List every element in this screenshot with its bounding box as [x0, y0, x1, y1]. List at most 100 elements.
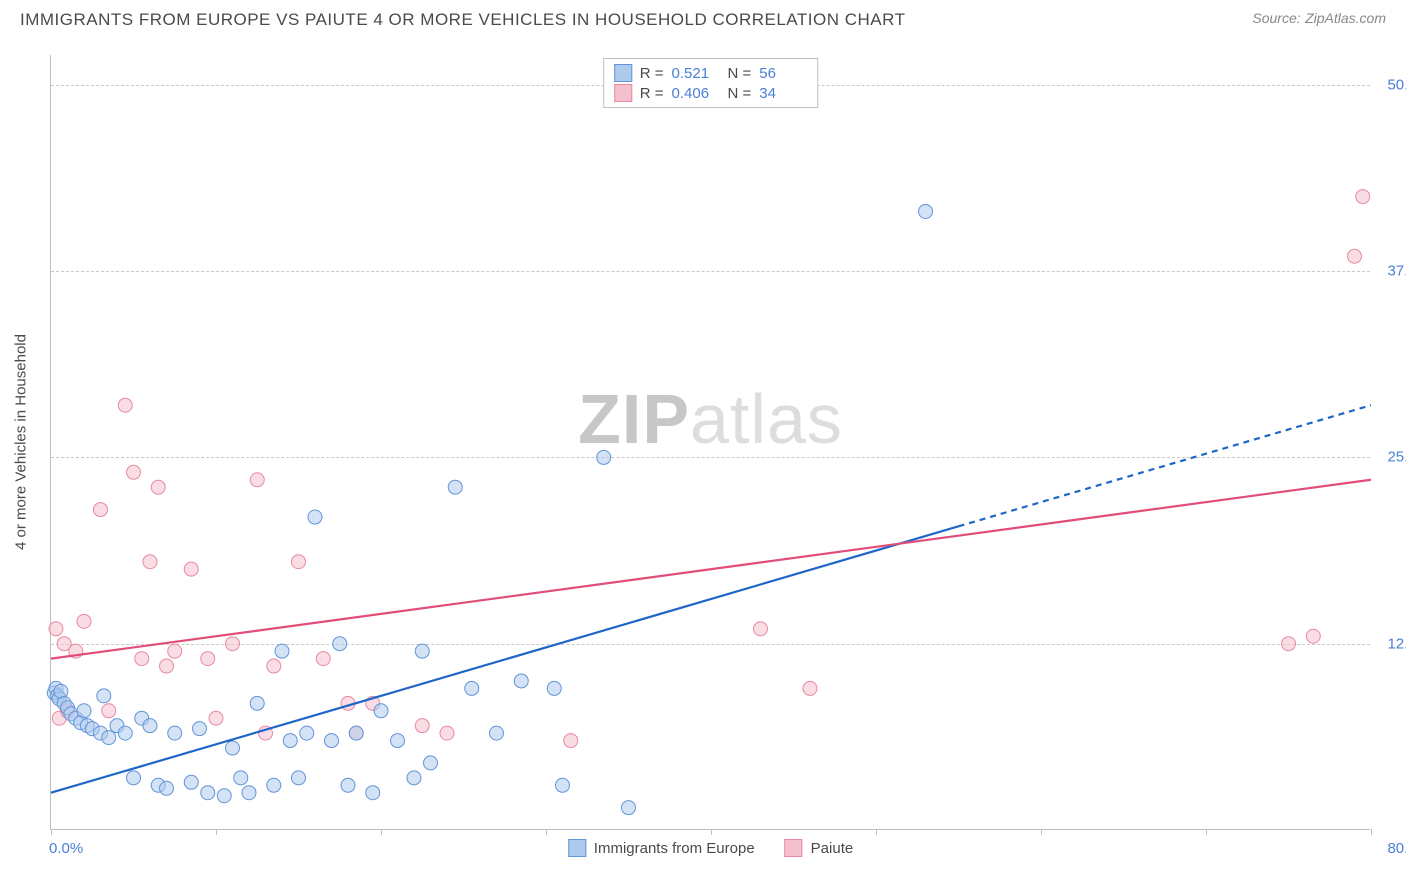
data-point	[754, 622, 768, 636]
data-point	[168, 644, 182, 658]
data-point	[803, 681, 817, 695]
page-title: IMMIGRANTS FROM EUROPE VS PAIUTE 4 OR MO…	[20, 10, 905, 30]
legend-swatch-paiute	[785, 839, 803, 857]
data-point	[448, 480, 462, 494]
n-label: N =	[728, 85, 752, 102]
data-point	[267, 778, 281, 792]
data-point	[151, 480, 165, 494]
data-point	[349, 726, 363, 740]
data-point	[118, 726, 132, 740]
scatter-plot-svg	[51, 55, 1370, 829]
data-point	[1306, 629, 1320, 643]
x-tick	[51, 829, 52, 835]
x-tick	[1206, 829, 1207, 835]
r-label: R =	[640, 85, 664, 102]
data-point	[325, 734, 339, 748]
data-point	[201, 786, 215, 800]
data-point	[242, 786, 256, 800]
data-point	[300, 726, 314, 740]
data-point	[564, 734, 578, 748]
data-point	[94, 503, 108, 517]
x-tick	[1041, 829, 1042, 835]
data-point	[341, 778, 355, 792]
trend-line	[51, 480, 1371, 659]
data-point	[102, 731, 116, 745]
data-point	[919, 204, 933, 218]
x-tick	[711, 829, 712, 835]
data-point	[465, 681, 479, 695]
r-value-europe: 0.521	[672, 65, 720, 82]
legend-item-europe: Immigrants from Europe	[568, 839, 755, 857]
source-label: Source:	[1252, 10, 1300, 26]
data-point	[97, 689, 111, 703]
bottom-legend: Immigrants from Europe Paiute	[568, 839, 853, 857]
n-value-paiute: 34	[759, 85, 807, 102]
source-attribution: Source: ZipAtlas.com	[1252, 10, 1386, 28]
r-label: R =	[640, 65, 664, 82]
data-point	[292, 771, 306, 785]
data-point	[597, 450, 611, 464]
x-tick-label: 0.0%	[49, 840, 83, 857]
data-point	[391, 734, 405, 748]
data-point	[275, 644, 289, 658]
swatch-europe	[614, 64, 632, 82]
y-tick-label: 37.5%	[1375, 263, 1406, 280]
data-point	[209, 711, 223, 725]
data-point	[267, 659, 281, 673]
data-point	[184, 562, 198, 576]
data-point	[490, 726, 504, 740]
data-point	[118, 398, 132, 412]
data-point	[407, 771, 421, 785]
data-point	[184, 775, 198, 789]
x-tick	[546, 829, 547, 835]
x-tick	[1371, 829, 1372, 835]
data-point	[143, 555, 157, 569]
data-point	[366, 786, 380, 800]
data-point	[168, 726, 182, 740]
info-row-europe: R = 0.521 N = 56	[614, 63, 808, 83]
source-name: ZipAtlas.com	[1305, 10, 1386, 26]
swatch-paiute	[614, 84, 632, 102]
data-point	[226, 741, 240, 755]
data-point	[226, 637, 240, 651]
data-point	[440, 726, 454, 740]
x-tick-label: 80.0%	[1375, 840, 1406, 857]
y-tick-label: 50.0%	[1375, 76, 1406, 93]
data-point	[127, 465, 141, 479]
data-point	[333, 637, 347, 651]
x-tick	[381, 829, 382, 835]
data-point	[217, 789, 231, 803]
y-axis-title: 4 or more Vehicles in Household	[13, 334, 30, 550]
data-point	[424, 756, 438, 770]
data-point	[308, 510, 322, 524]
data-point	[127, 771, 141, 785]
x-tick	[216, 829, 217, 835]
data-point	[622, 801, 636, 815]
legend-label-paiute: Paiute	[811, 840, 854, 857]
data-point	[250, 696, 264, 710]
data-point	[316, 652, 330, 666]
data-point	[556, 778, 570, 792]
n-label: N =	[728, 65, 752, 82]
x-tick	[876, 829, 877, 835]
y-tick-label: 25.0%	[1375, 449, 1406, 466]
data-point	[102, 704, 116, 718]
info-row-paiute: R = 0.406 N = 34	[614, 83, 808, 103]
data-point	[1282, 637, 1296, 651]
data-point	[374, 704, 388, 718]
data-point	[135, 652, 149, 666]
data-point	[415, 644, 429, 658]
correlation-chart: 4 or more Vehicles in Household 12.5%25.…	[50, 55, 1370, 830]
y-tick-label: 12.5%	[1375, 635, 1406, 652]
data-point	[77, 614, 91, 628]
data-point	[1356, 190, 1370, 204]
legend-label-europe: Immigrants from Europe	[594, 840, 755, 857]
data-point	[193, 722, 207, 736]
correlation-info-box: R = 0.521 N = 56 R = 0.406 N = 34	[603, 58, 819, 108]
data-point	[547, 681, 561, 695]
data-point	[415, 719, 429, 733]
data-point	[201, 652, 215, 666]
data-point	[143, 719, 157, 733]
data-point	[1348, 249, 1362, 263]
data-point	[49, 622, 63, 636]
